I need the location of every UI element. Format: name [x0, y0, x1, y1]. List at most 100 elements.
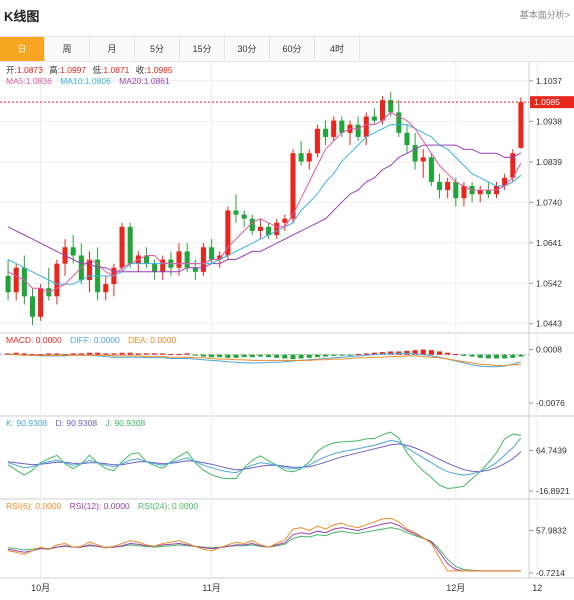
- candle: [363, 116, 369, 137]
- macd-bar: [420, 349, 426, 355]
- candle: [38, 288, 44, 317]
- candle: [485, 190, 491, 195]
- macd-bar: [5, 353, 11, 355]
- macd-bar: [510, 354, 516, 358]
- rsi24-value: RSI(24): 0.0000: [138, 501, 198, 511]
- candle: [339, 120, 345, 133]
- price-tick-label: 1.0443: [536, 319, 562, 329]
- macd-bar: [347, 354, 353, 356]
- tab-30min[interactable]: 30分: [225, 37, 270, 61]
- macd-bar: [38, 354, 44, 356]
- ma10-value: 1.0806: [85, 76, 111, 86]
- candle: [209, 247, 215, 260]
- candle: [5, 275, 11, 293]
- macd-bar: [135, 353, 141, 355]
- macd-bar: [518, 354, 524, 357]
- macd-bar: [233, 354, 239, 358]
- tab-5min[interactable]: 5分: [135, 37, 180, 61]
- page-title: K线图: [4, 9, 40, 24]
- macd-bar: [257, 354, 263, 357]
- macd-bar: [184, 353, 190, 355]
- macd-bar: [477, 354, 483, 358]
- x-tick-label: 12: [532, 583, 542, 593]
- kdj-readout: K: 90.9308 D: 90.9308 J: 90.9308: [6, 418, 145, 428]
- tab-month[interactable]: 月: [90, 37, 135, 61]
- kdj-tick-label: 64.7439: [536, 445, 567, 455]
- macd-tick-label: -0.0076: [536, 398, 565, 408]
- candle: [282, 218, 288, 223]
- macd-readout: MACD: 0.0000 DIFF: 0.0000 DEA: 0.0000: [6, 335, 177, 345]
- low-value: 1.0871: [103, 65, 129, 75]
- macd-bar: [46, 353, 52, 355]
- candle: [200, 247, 206, 272]
- macd-bar: [436, 351, 443, 355]
- candle: [152, 263, 158, 272]
- candle: [274, 222, 280, 236]
- x-tick-label: 12月: [446, 583, 465, 593]
- fundamental-analysis-link[interactable]: 基本面分析>: [519, 10, 570, 20]
- candle: [323, 128, 329, 137]
- d-value: D: 90.9308: [56, 418, 98, 428]
- rsi-tick-label: -0.7214: [536, 568, 565, 578]
- macd-bar: [314, 354, 320, 358]
- ma5-value: 1.0836: [26, 76, 52, 86]
- high-label: 高:: [49, 65, 60, 75]
- close-value: 1.0985: [147, 65, 173, 75]
- candle: [298, 153, 304, 162]
- last-price-tag: [530, 96, 574, 109]
- ma10-line: [7, 124, 522, 285]
- tab-15min[interactable]: 15分: [180, 37, 225, 61]
- macd-bar: [86, 352, 93, 355]
- macd-bar: [152, 353, 158, 355]
- candle: [388, 100, 394, 113]
- macd-bar: [469, 354, 475, 357]
- tab-week[interactable]: 周: [45, 37, 90, 61]
- macd-bar: [485, 354, 491, 359]
- macd-bar: [274, 354, 280, 358]
- macd-bar: [371, 352, 377, 355]
- macd-bar: [95, 352, 101, 355]
- candle: [445, 181, 451, 191]
- macd-bar: [445, 352, 451, 355]
- macd-bar: [339, 354, 345, 356]
- macd-bar: [127, 352, 133, 355]
- period-tabs: 日 周 月 5分 15分 30分 60分 4时: [0, 36, 574, 62]
- macd-bar: [143, 353, 149, 355]
- candle: [355, 124, 361, 137]
- kdj-k-line: [7, 437, 522, 476]
- last-price-label: 1.0985: [534, 97, 560, 107]
- candle: [314, 128, 320, 154]
- candle: [143, 255, 149, 264]
- macd-bar: [282, 354, 288, 359]
- price-tick-label: 1.0740: [536, 197, 562, 207]
- macd-bar: [428, 350, 434, 355]
- macd-bar: [290, 354, 296, 360]
- macd-bar: [119, 352, 125, 355]
- rsi-readout: RSI(6): 0.0000 RSI(12): 0.0000 RSI(24): …: [6, 501, 198, 511]
- tab-day[interactable]: 日: [0, 37, 45, 61]
- macd-bar: [200, 354, 206, 357]
- tab-4hour[interactable]: 4时: [315, 37, 360, 61]
- candle: [461, 185, 467, 199]
- candle: [331, 120, 337, 137]
- candle: [477, 190, 483, 195]
- chart-panels: [0, 91, 574, 572]
- high-value: 1.0997: [60, 65, 86, 75]
- dea-value: DEA: 0.0000: [128, 335, 176, 345]
- rsi12-value: RSI(12): 0.0000: [70, 501, 130, 511]
- tab-60min[interactable]: 60分: [270, 37, 315, 61]
- chart-grid: [0, 62, 574, 579]
- x-tick-label: 10月: [31, 583, 50, 593]
- macd-bar: [225, 354, 231, 358]
- candle: [184, 251, 190, 268]
- candle: [233, 210, 239, 215]
- ma20-line: [7, 144, 522, 273]
- ma5-label: MA5:: [6, 76, 26, 86]
- candle: [13, 267, 19, 293]
- price-tick-label: 1.0839: [536, 157, 562, 167]
- macd-bar: [266, 354, 272, 358]
- macd-bar: [78, 353, 84, 355]
- ma10-label: MA10:: [60, 76, 85, 86]
- macd-bar: [21, 353, 27, 355]
